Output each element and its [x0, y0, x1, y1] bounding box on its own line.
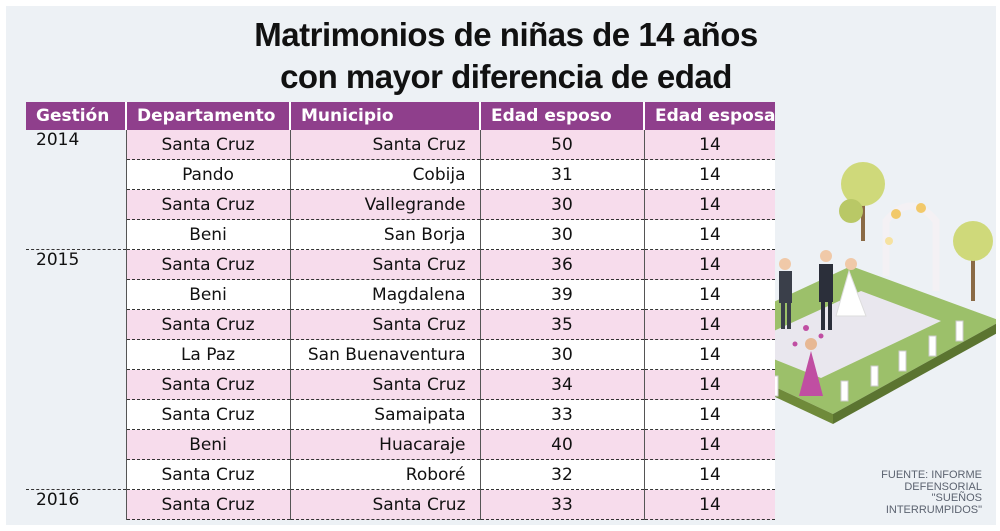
table-row: Pando Cobija 31 14	[26, 159, 776, 190]
cell-wife-age: 14	[644, 309, 776, 340]
table-row: Beni Huacaraje 40 14	[26, 429, 776, 460]
cell-year	[26, 399, 127, 430]
cell-municipality: Cobija	[290, 159, 481, 190]
header-husband-age: Edad esposo	[480, 102, 645, 130]
cell-year	[26, 459, 127, 490]
source-line: DEFENSORIAL	[904, 480, 982, 493]
cell-wife-age: 14	[644, 459, 776, 490]
cell-wife-age: 14	[644, 130, 776, 160]
marriages-table: Gestión Departamento Municipio Edad espo…	[26, 102, 776, 520]
cell-municipality: Santa Cruz	[290, 489, 481, 520]
cell-year	[26, 369, 127, 400]
cell-department: Beni	[126, 279, 291, 310]
flower-girl-icon	[799, 351, 823, 396]
cell-department: Santa Cruz	[126, 309, 291, 340]
cell-department: Santa Cruz	[126, 399, 291, 430]
cell-department: Santa Cruz	[126, 130, 291, 160]
cell-husband-age: 30	[480, 219, 645, 250]
cell-department: Santa Cruz	[126, 459, 291, 490]
table-row: Beni Magdalena 39 14	[26, 279, 776, 310]
cell-wife-age: 14	[644, 249, 776, 280]
cell-year	[26, 189, 127, 220]
cell-wife-age: 14	[644, 339, 776, 370]
cell-municipality: Santa Cruz	[290, 369, 481, 400]
cell-municipality: San Buenaventura	[290, 339, 481, 370]
arch-icon	[882, 202, 940, 291]
table-row: Santa Cruz Santa Cruz 35 14	[26, 309, 776, 340]
cell-municipality: Huacaraje	[290, 429, 481, 460]
cell-husband-age: 50	[480, 130, 645, 160]
cell-department: Santa Cruz	[126, 489, 291, 520]
title-line-2: con mayor diferencia de edad	[280, 58, 732, 95]
cell-wife-age: 14	[644, 189, 776, 220]
tree-icon	[953, 221, 993, 261]
aisle-carpet	[741, 291, 941, 378]
source-note: FUENTE: INFORME DEFENSORIAL "SUEÑOS INTE…	[832, 469, 982, 516]
cell-municipality: Vallegrande	[290, 189, 481, 220]
cell-municipality: Magdalena	[290, 279, 481, 310]
source-line: INTERRUMPIDOS"	[885, 503, 982, 516]
table-header-row: Gestión Departamento Municipio Edad espo…	[26, 102, 776, 130]
cell-year: 2016	[26, 489, 127, 520]
page-title: Matrimonios de niñas de 14 años con mayo…	[6, 14, 996, 98]
cell-year	[26, 429, 127, 460]
cell-wife-age: 14	[644, 429, 776, 460]
table-row: La Paz San Buenaventura 30 14	[26, 339, 776, 370]
header-municipality: Municipio	[290, 102, 481, 130]
table-row: Beni San Borja 30 14	[26, 219, 776, 250]
cell-year	[26, 339, 127, 370]
cell-year	[26, 219, 127, 250]
source-line: FUENTE: INFORME	[881, 469, 982, 481]
table-row: Santa Cruz Vallegrande 30 14	[26, 189, 776, 220]
cell-husband-age: 33	[480, 399, 645, 430]
table-row: Santa Cruz Santa Cruz 34 14	[26, 369, 776, 400]
cell-wife-age: 14	[644, 369, 776, 400]
cell-municipality: San Borja	[290, 219, 481, 250]
table-row: Santa Cruz Roboré 32 14	[26, 459, 776, 490]
cell-year	[26, 309, 127, 340]
cell-wife-age: 14	[644, 279, 776, 310]
cell-husband-age: 40	[480, 429, 645, 460]
cell-department: La Paz	[126, 339, 291, 370]
header-year: Gestión	[26, 102, 127, 130]
table-row: Santa Cruz Samaipata 33 14	[26, 399, 776, 430]
bride-icon	[835, 269, 867, 317]
cell-department: Beni	[126, 429, 291, 460]
source-line: "SUEÑOS	[931, 492, 982, 504]
table-row: 2014 Santa Cruz Santa Cruz 50 14	[26, 130, 776, 160]
cell-municipality: Santa Cruz	[290, 130, 481, 160]
cell-husband-age: 36	[480, 249, 645, 280]
cell-husband-age: 30	[480, 189, 645, 220]
table-row: 2016 Santa Cruz Santa Cruz 33 14	[26, 489, 776, 520]
cell-year: 2014	[26, 130, 127, 160]
cell-wife-age: 14	[644, 159, 776, 190]
cell-wife-age: 14	[644, 399, 776, 430]
cell-municipality: Santa Cruz	[290, 309, 481, 340]
cell-husband-age: 35	[480, 309, 645, 340]
cell-department: Santa Cruz	[126, 369, 291, 400]
header-wife-age: Edad esposa	[644, 102, 776, 130]
cell-husband-age: 34	[480, 369, 645, 400]
cell-department: Beni	[126, 219, 291, 250]
cell-municipality: Samaipata	[290, 399, 481, 430]
title-line-1: Matrimonios de niñas de 14 años	[254, 16, 758, 53]
cell-husband-age: 32	[480, 459, 645, 490]
cell-year	[26, 159, 127, 190]
table-row: 2015 Santa Cruz Santa Cruz 36 14	[26, 249, 776, 280]
cell-department: Pando	[126, 159, 291, 190]
cell-husband-age: 31	[480, 159, 645, 190]
cell-wife-age: 14	[644, 489, 776, 520]
cell-husband-age: 39	[480, 279, 645, 310]
cell-husband-age: 30	[480, 339, 645, 370]
cell-municipality: Santa Cruz	[290, 249, 481, 280]
header-department: Departamento	[126, 102, 291, 130]
cell-husband-age: 33	[480, 489, 645, 520]
tree-icon	[841, 162, 885, 206]
cell-department: Santa Cruz	[126, 189, 291, 220]
cell-year: 2015	[26, 249, 127, 280]
cell-wife-age: 14	[644, 219, 776, 250]
cell-department: Santa Cruz	[126, 249, 291, 280]
cell-year	[26, 279, 127, 310]
cell-municipality: Roboré	[290, 459, 481, 490]
